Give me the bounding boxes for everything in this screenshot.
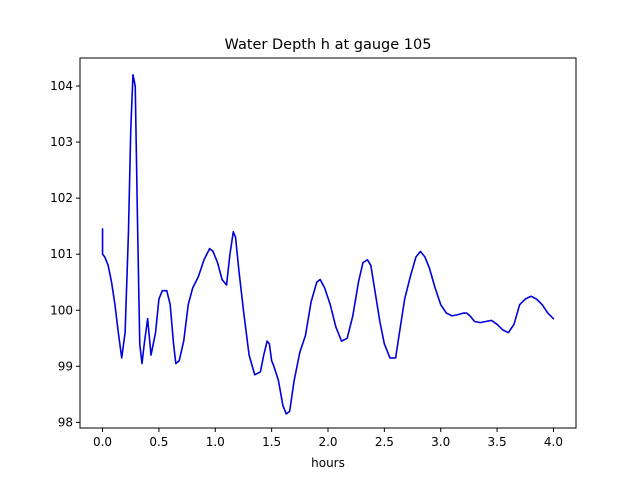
x-tick-label: 1.5 bbox=[262, 435, 281, 449]
x-axis-label: hours bbox=[311, 456, 345, 470]
x-tick-label: 2.0 bbox=[318, 435, 337, 449]
series-line-0 bbox=[101, 74, 555, 415]
x-tick-label: 3.0 bbox=[431, 435, 450, 449]
plot-area bbox=[101, 74, 555, 415]
y-tick-label: 104 bbox=[50, 79, 73, 93]
chart-title: Water Depth h at gauge 105 bbox=[225, 37, 432, 53]
tick-layer: 0.0 0.5 1.0 1.5 2.0 2.5 3.0 3.5 4.0 98 99 100 101 102… bbox=[50, 79, 563, 449]
plot-frame bbox=[79, 57, 577, 429]
y-tick-label: 101 bbox=[50, 247, 73, 261]
y-tick-label: 102 bbox=[50, 191, 73, 205]
x-tick-label: 2.5 bbox=[375, 435, 394, 449]
x-tick-label: 4.0 bbox=[544, 435, 563, 449]
y-tick-label: 98 bbox=[58, 415, 73, 429]
y-tick-label: 103 bbox=[50, 135, 73, 149]
y-tick-label: 100 bbox=[50, 303, 73, 317]
y-tick-label: 99 bbox=[58, 359, 73, 373]
x-tick-label: 1.0 bbox=[206, 435, 225, 449]
x-tick-label: 0.0 bbox=[93, 435, 112, 449]
x-tick-label: 3.5 bbox=[488, 435, 507, 449]
x-tick-label: 0.5 bbox=[149, 435, 168, 449]
